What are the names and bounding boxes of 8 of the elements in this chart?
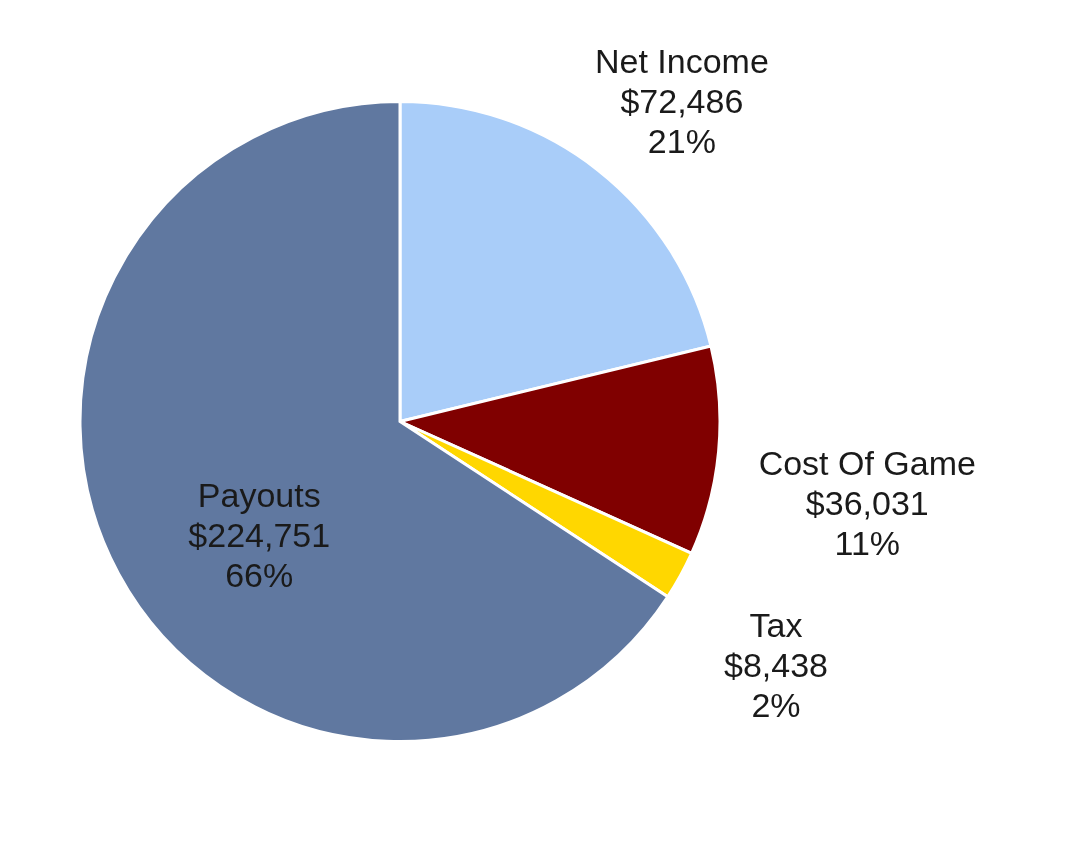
slice-label: Tax	[749, 606, 803, 645]
data-label: $72,486 21%	[620, 81, 744, 160]
data-label: $224,751 66%	[188, 516, 331, 595]
slice-label: Cost Of Game	[758, 443, 976, 482]
slice-label: Net Income	[594, 41, 769, 80]
slice-label: Payouts	[197, 476, 321, 515]
data-label: $8,438 2%	[723, 646, 828, 725]
data-label: $36,031 11%	[805, 483, 929, 562]
